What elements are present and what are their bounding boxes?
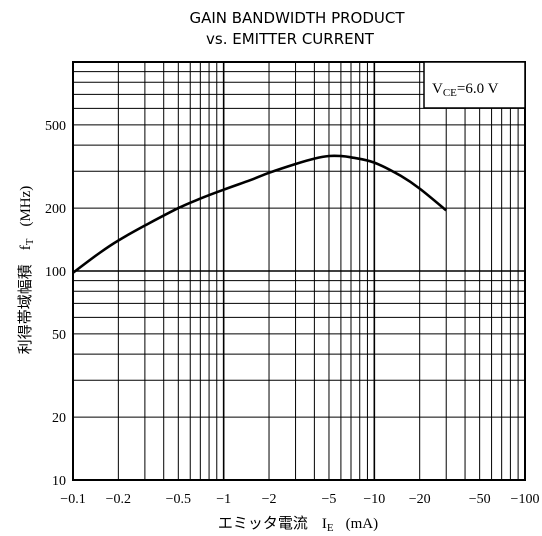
x-axis-label-text: エミッタ電流	[218, 514, 308, 532]
chart-title-line1: GAIN BANDWIDTH PRODUCT	[189, 9, 405, 27]
y-tick-labels: 10 20 50 100 200 500	[45, 119, 66, 489]
series-layer	[72, 154, 448, 274]
x-tick-label: −0.5	[166, 492, 191, 507]
x-tick-label: −50	[469, 492, 491, 507]
y-tick-label: 10	[52, 474, 66, 489]
x-tick-label: −5	[322, 492, 337, 507]
y-tick-label: 200	[45, 202, 66, 217]
chart-title-line2: vs. EMITTER CURRENT	[206, 30, 375, 48]
x-axis-label-subscript: E	[327, 522, 334, 534]
y-axis-label-text: 利得帯域幅積	[16, 264, 34, 354]
x-tick-label: −1	[216, 492, 231, 507]
y-tick-label: 500	[45, 119, 66, 134]
grid	[72, 62, 525, 481]
y-axis-label-symbol: f	[18, 245, 34, 250]
svg-text:VCE=6.0 V: VCE=6.0 V	[432, 81, 499, 99]
y-axis-label-unit: (MHz)	[18, 186, 34, 227]
x-tick-label: −0.1	[60, 492, 85, 507]
x-tick-label: −100	[511, 492, 540, 507]
y-axis-label: 利得帯域幅積 fT (MHz)	[16, 186, 36, 355]
condition-value: =6.0 V	[457, 81, 499, 97]
condition-subscript: CE	[443, 87, 457, 99]
series-line	[72, 154, 448, 274]
x-tick-labels: −0.1 −0.2 −0.5 −1 −2 −5 −10 −20 −50 −100	[60, 492, 539, 507]
plot-frame	[72, 61, 526, 481]
x-axis-label: エミッタ電流 IE (mA)	[218, 514, 378, 534]
x-axis-label-symbol: I	[322, 516, 327, 532]
x-tick-label: −0.2	[106, 492, 131, 507]
x-axis-label-unit: (mA)	[346, 516, 379, 532]
x-tick-label: −2	[262, 492, 277, 507]
condition-symbol: V	[432, 81, 443, 97]
x-tick-label: −10	[363, 492, 385, 507]
condition-box-frame	[423, 61, 526, 109]
condition-box: VCE=6.0 V	[423, 61, 526, 109]
x-tick-label: −20	[409, 492, 431, 507]
y-axis-label-subscript: T	[24, 238, 36, 245]
y-tick-label: 100	[45, 265, 66, 280]
y-tick-label: 50	[52, 328, 66, 343]
y-tick-label: 20	[52, 411, 66, 426]
